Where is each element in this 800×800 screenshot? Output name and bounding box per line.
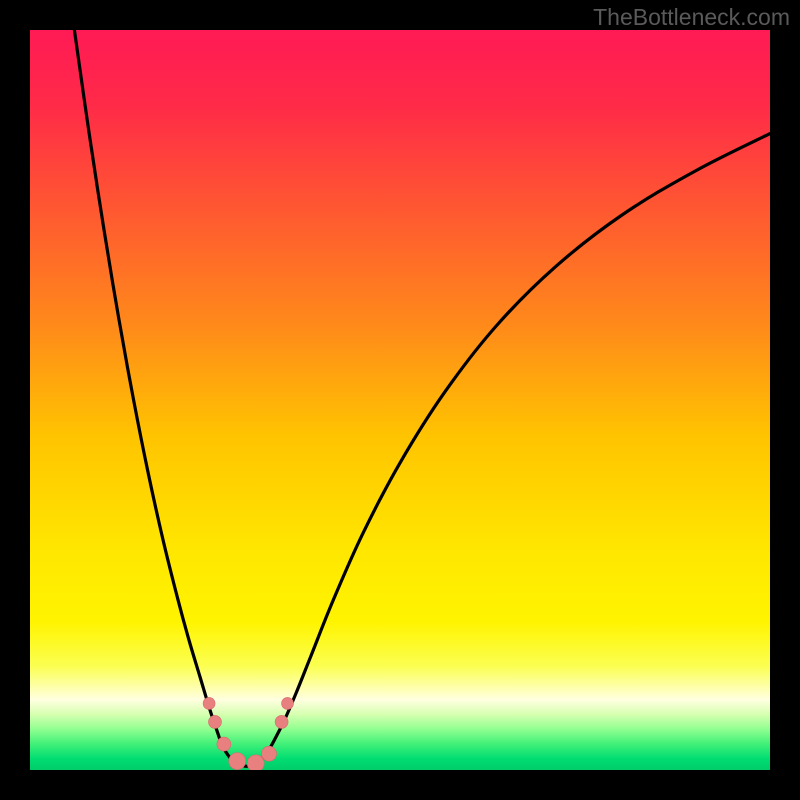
data-marker [203, 697, 215, 709]
data-markers [30, 30, 770, 770]
data-marker [217, 737, 231, 751]
data-marker [275, 715, 288, 728]
plot-area [30, 30, 770, 770]
watermark-text: TheBottleneck.com [593, 4, 790, 31]
data-marker [262, 746, 277, 761]
data-marker [209, 715, 222, 728]
bottleneck-chart-root: TheBottleneck.com [0, 0, 800, 800]
data-marker [247, 755, 264, 770]
data-marker [229, 753, 246, 770]
data-marker [282, 697, 294, 709]
